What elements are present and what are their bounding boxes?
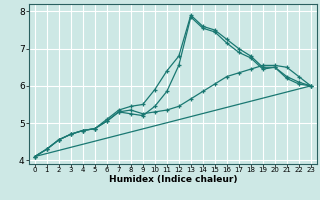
X-axis label: Humidex (Indice chaleur): Humidex (Indice chaleur): [108, 175, 237, 184]
